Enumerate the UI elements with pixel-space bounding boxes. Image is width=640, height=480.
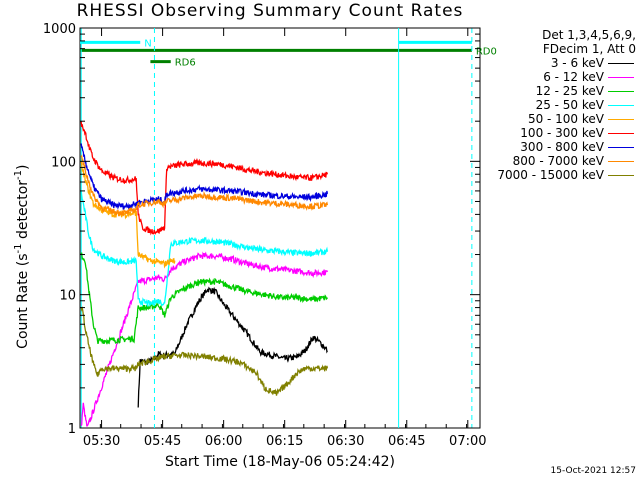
legend-swatch-6 <box>608 147 634 148</box>
y-axis-label-mid: detector <box>14 179 31 244</box>
legend-label-6: 300 - 800 keV <box>520 140 604 154</box>
x-tick-label-6: 07:00 <box>449 434 486 449</box>
legend-entry-4: 50 - 100 keV <box>478 112 636 126</box>
series-line-3 <box>80 190 329 308</box>
legend-swatch-3 <box>608 105 634 106</box>
y-tick-label-1: 10 <box>59 289 76 304</box>
series-line-7 <box>80 154 329 217</box>
annotation-label-0: N <box>144 38 151 49</box>
legend-swatch-1 <box>608 77 634 78</box>
x-tick-label-4: 06:30 <box>327 434 364 449</box>
series-line-2 <box>80 252 328 345</box>
y-tick-label-0: 1 <box>68 422 76 437</box>
series-line-6 <box>80 143 329 210</box>
y-axis-label-exp1: -1 <box>13 243 25 254</box>
annotation-label-2: RD0 <box>476 46 497 57</box>
y-axis-label-text: Count Rate (s <box>14 253 31 349</box>
vertical-lines-layer <box>80 28 473 428</box>
series-line-4 <box>80 161 176 269</box>
x-tick-label-5: 06:45 <box>388 434 425 449</box>
legend-entry-1: 6 - 12 keV <box>478 70 636 84</box>
legend-label-5: 100 - 300 keV <box>520 126 604 140</box>
x-tick-label-0: 05:30 <box>83 434 120 449</box>
legend-entry-3: 25 - 50 keV <box>478 98 636 112</box>
legend-swatch-8 <box>608 175 634 176</box>
plot-frame <box>79 27 481 429</box>
legend-entry-8: 7000 - 15000 keV <box>478 168 636 182</box>
x-tick-label-2: 06:00 <box>205 434 242 449</box>
legend-header-2: FDecim 1, Att 0 <box>542 42 636 56</box>
series-layer <box>80 121 329 427</box>
series-line-0 <box>137 286 328 408</box>
chart-title: RHESSI Observing Summary Count Rates <box>76 1 464 21</box>
legend-label-3: 25 - 50 keV <box>535 98 604 112</box>
y-axis-label-end: ) <box>14 164 31 170</box>
legend-label-8: 7000 - 15000 keV <box>497 168 604 182</box>
x-axis-label: Start Time (18-May-06 05:24:42) <box>164 454 396 470</box>
annotations-layer: N RD0 RD6 <box>80 38 497 69</box>
legend-swatch-2 <box>608 91 634 92</box>
legend-swatch-4 <box>608 119 634 120</box>
legend-entry-7: 800 - 7000 keV <box>478 154 636 168</box>
legend-label-2: 12 - 25 keV <box>535 84 604 98</box>
annotation-label-3: RD6 <box>175 58 196 69</box>
y-axis-label: Count Rate (s-1 detector-1) <box>13 164 31 349</box>
timestamp: 15-Oct-2021 12:57 <box>550 466 636 476</box>
y-axis-label-exp2: -1 <box>13 169 25 180</box>
series-line-5 <box>80 121 329 236</box>
series-line-8 <box>80 306 329 396</box>
legend-swatch-5 <box>608 133 634 134</box>
ticks-layer: 05:30 05:45 06:00 06:15 06:30 06:45 07:00 1 10 10… <box>43 22 487 449</box>
legend-entry-0: 3 - 6 keV <box>478 56 636 70</box>
legend-header-1: Det 1,3,4,5,6,9, <box>542 28 636 42</box>
y-tick-label-3: 1000 <box>43 22 76 37</box>
y-tick-label-2: 100 <box>51 155 76 170</box>
legend-entry-6: 300 - 800 keV <box>478 140 636 154</box>
legend-entry-5: 100 - 300 keV <box>478 126 636 140</box>
legend-label-0: 3 - 6 keV <box>550 56 604 70</box>
legend-entry-2: 12 - 25 keV <box>478 84 636 98</box>
legend-label-4: 50 - 100 keV <box>527 112 604 126</box>
x-tick-label-1: 05:45 <box>144 434 181 449</box>
legend-swatch-7 <box>608 161 634 162</box>
series-line-1 <box>80 251 328 427</box>
legend-label-1: 6 - 12 keV <box>543 70 604 84</box>
legend-swatch-0 <box>608 63 634 64</box>
x-tick-label-3: 06:15 <box>266 434 303 449</box>
legend-label-7: 800 - 7000 keV <box>512 154 604 168</box>
legend: Det 1,3,4,5,6,9, FDecim 1, Att 0 3 - 6 k… <box>478 28 636 182</box>
